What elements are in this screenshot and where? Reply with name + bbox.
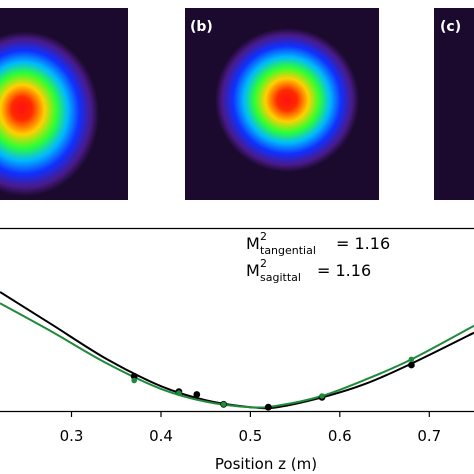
sagittal-data-point	[319, 393, 325, 399]
svg-text:tangential: tangential	[260, 244, 316, 257]
sagittal-fit-line	[0, 302, 474, 409]
plot-area	[0, 291, 474, 411]
x-tick-label: 0.4	[149, 427, 173, 445]
svg-text:2: 2	[260, 257, 267, 270]
sagittal-data-point	[176, 390, 182, 396]
svg-text:M: M	[246, 234, 260, 253]
x-axis-title: Position z (m)	[215, 455, 317, 473]
x-axis-ticks: 0.3 0.4 0.5 0.6 0.7	[60, 411, 441, 445]
svg-text:M: M	[246, 261, 260, 280]
panel-label-c: (c)	[440, 19, 461, 35]
sagittal-data-point	[408, 356, 415, 363]
tangential-fit-line	[0, 291, 474, 410]
tangential-data-point	[408, 361, 415, 369]
svg-text:sagittal: sagittal	[260, 271, 301, 284]
sagittal-data-point	[131, 377, 137, 384]
svg-text:= 1.16: = 1.16	[336, 234, 390, 253]
panel-label-b: (b)	[190, 19, 213, 35]
svg-text:= 1.16: = 1.16	[317, 261, 371, 280]
x-tick-label: 0.7	[417, 427, 441, 445]
x-tick-label: 0.6	[328, 427, 352, 445]
tangential-data-point	[264, 403, 272, 411]
tangential-data-point	[193, 391, 201, 398]
x-tick-label: 0.5	[238, 427, 262, 445]
annotation-sagittal: M 2 sagittal = 1.16	[246, 257, 371, 284]
svg-text:2: 2	[260, 230, 267, 243]
beam-image-b: (b)	[185, 8, 379, 200]
sagittal-data-point	[220, 401, 227, 408]
tangential-data-point	[130, 372, 138, 380]
x-tick-label: 0.3	[60, 427, 84, 445]
annotation-tangential: M 2 tangential = 1.16	[246, 230, 390, 257]
beam-image-c: (c)	[434, 8, 474, 200]
beam-image-a	[0, 8, 128, 200]
